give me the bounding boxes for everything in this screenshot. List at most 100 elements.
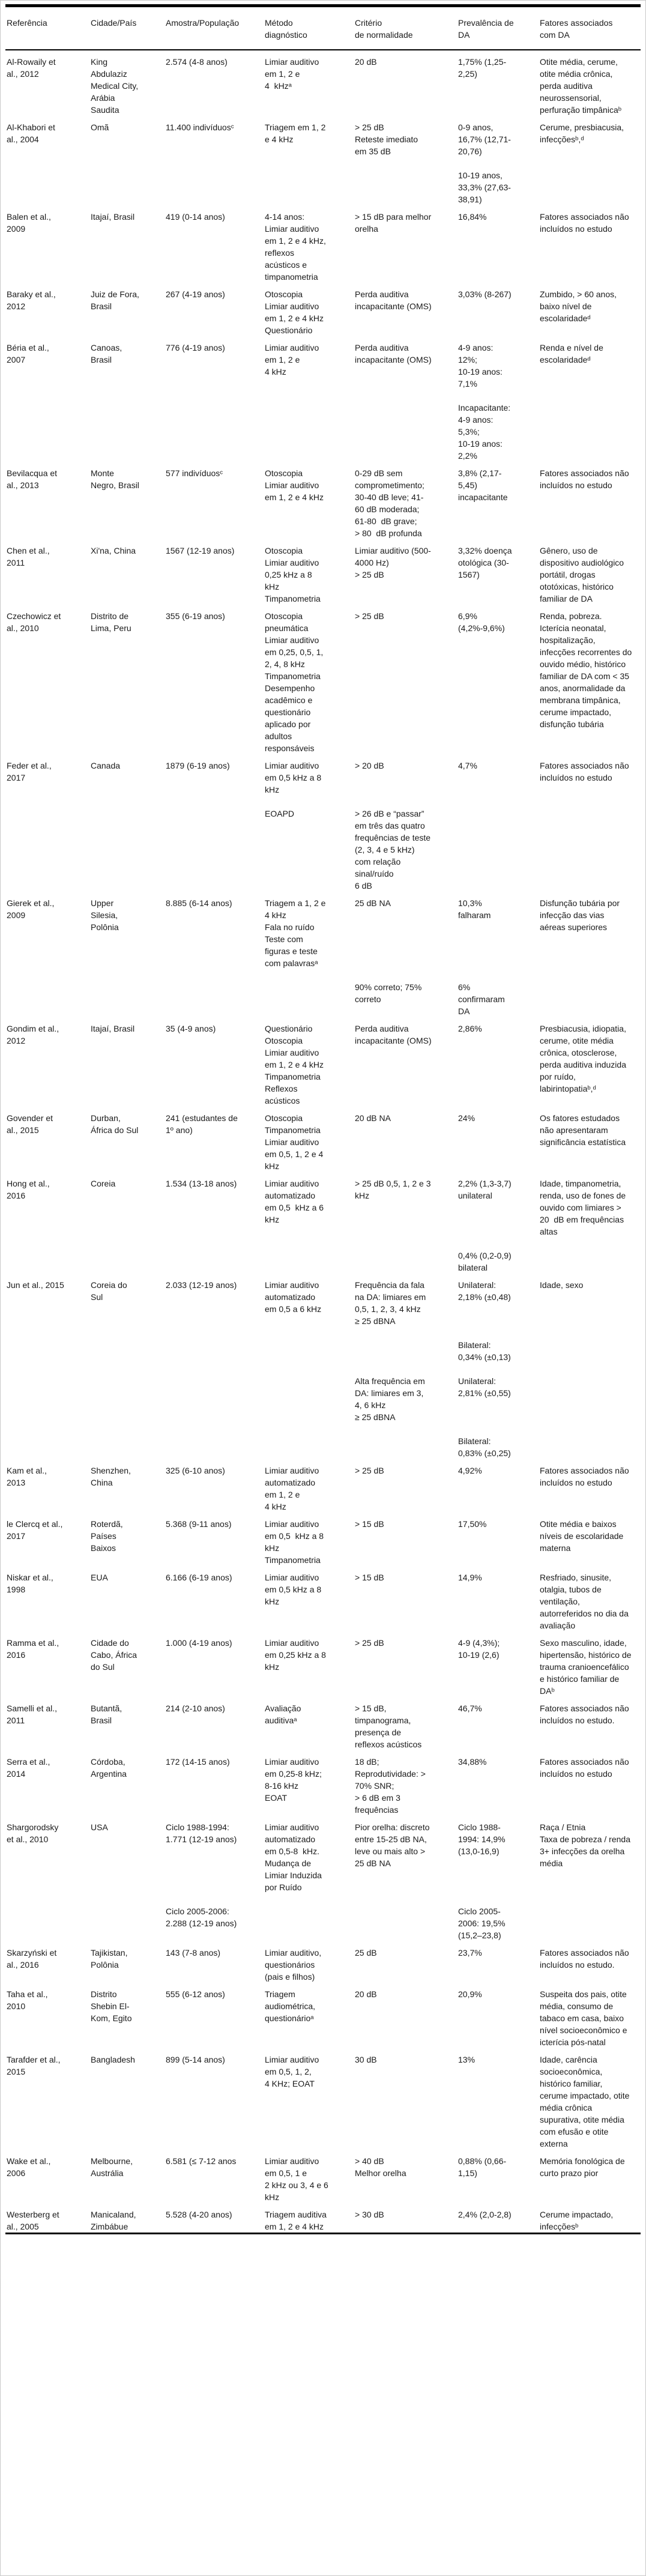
cell-sample	[165, 1327, 264, 1363]
cell-criterion: > 26 dB e “passar” em três das quatro fr…	[355, 809, 431, 890]
cell-method: Limiar auditivo em 0,5, 1 e 2 kHz ou 3, …	[265, 2156, 328, 2202]
cell-reference	[5, 1238, 89, 1274]
table-row: Samelli et al., 2011 Butantã, Brasil 214 (…	[5, 1697, 641, 1750]
cell-criterion: 25 dB	[355, 1948, 377, 1958]
table-row: Westerberg et al., 2005 Manicaland, Zimbá…	[5, 2203, 641, 2234]
cell-city_country: Itajaí, Brasil	[91, 212, 135, 222]
cell-factors: Renda, pobreza. Icterícia neonatal, hosp…	[540, 611, 632, 729]
cell-factors: Fatores associados não incluídos no estu…	[540, 1704, 629, 1725]
cell-method: Triagem auditiva em 1, 2 e 4 kHz	[265, 2210, 327, 2231]
table-row: Taha et al., 2010 Distrito Shebin El-Kom,…	[5, 1983, 641, 2048]
cell-criterion: 20 dB NA	[355, 1113, 391, 1123]
cell-method: Limiar auditivo automatizado em 0,5 kHz …	[265, 1179, 324, 1224]
cell-city_country	[89, 796, 165, 892]
cell-prevalence: 23,7%	[458, 1948, 482, 1958]
table-row: Tarafder et al., 2015 Bangladesh 899 (5-14…	[5, 2048, 641, 2150]
cell-criterion: 18 dB; Reprodutividade: > 70% SNR; > 6 d…	[355, 1757, 426, 1815]
cell-reference: Skarzyński et al., 2016	[7, 1948, 57, 1970]
cell-sample: 1567 (12-19 anos)	[166, 546, 235, 555]
cell-city_country	[89, 1893, 165, 1941]
cell-prevalence: 0,88% (0,66-1,15)	[458, 2156, 507, 2178]
cell-reference	[5, 1423, 89, 1459]
column-header-sample: Amostra/População	[165, 5, 264, 50]
cell-method: Limiar auditivo automatizado em 0,5-8 kH…	[265, 1822, 322, 1892]
column-header-factors: Fatores associados com DA	[539, 5, 641, 50]
cell-reference	[5, 1363, 89, 1423]
cell-method: Triagem audiométrica, questionárioᵃ	[265, 1989, 316, 2023]
cell-factors: Idade, sexo	[540, 1280, 584, 1290]
cell-sample: 2.574 (4-8 anos)	[166, 57, 228, 67]
table-row: Gierek et al., 2009 Upper Silesia, Polôni…	[5, 892, 641, 969]
cell-method: Limiar auditivo em 0,5 kHz a 8 kHz	[265, 761, 322, 794]
cell-criterion: Perda auditiva incapacitante (OMS)	[355, 289, 432, 311]
cell-criterion: Alta frequência em DA: limiares em 3, 4,…	[355, 1376, 425, 1422]
cell-method: Otoscopia pneumática Limiar auditivo em …	[265, 611, 324, 753]
table-row: Gondim et al., 2012 Itajaí, Brasil 35 (4-9…	[5, 1017, 641, 1107]
cell-sample: 267 (4-19 anos)	[166, 289, 225, 299]
column-header-criterion: Critério de normalidade	[354, 5, 457, 50]
cell-factors	[539, 1327, 641, 1363]
cell-city_country	[89, 1327, 165, 1363]
table-row: Chen et al., 2011 Xi'na, China 1567 (12-19…	[5, 539, 641, 605]
cell-city_country: King Abdulaziz Medical City, Arábia Saud…	[91, 57, 139, 115]
cell-criterion: > 25 dB	[355, 1466, 384, 1475]
cell-sample: 1879 (6-19 anos)	[166, 761, 230, 770]
cell-reference: Baraky et al., 2012	[7, 289, 56, 311]
cell-factors: Fatores associados não incluídos no estu…	[540, 1948, 629, 1970]
cell-criterion: 0-29 dB sem comprometimento; 30-40 dB le…	[355, 468, 424, 538]
cell-method: Limiar auditivo em 1, 2 e 4 kHz	[265, 343, 319, 376]
cell-factors: Zumbido, > 60 anos, baixo nível de escol…	[540, 289, 617, 323]
cell-sample	[165, 1423, 264, 1459]
cell-city_country: Butantã, Brasil	[91, 1704, 122, 1725]
cell-reference: Chen et al., 2011	[7, 546, 50, 567]
cell-method	[264, 1423, 354, 1459]
table-row: Baraky et al., 2012 Juiz de Fora, Brasil 2…	[5, 283, 641, 336]
cell-criterion: Frequência da fala na DA: limiares em 0,…	[355, 1280, 426, 1326]
cell-criterion: > 15 dB	[355, 1519, 384, 1529]
cell-reference: Ramma et al., 2016	[7, 1638, 59, 1660]
cell-sample: 143 (7-8 anos)	[166, 1948, 221, 1958]
table-row: Kam et al., 2013 Shenzhen, China 325 (6-10…	[5, 1459, 641, 1513]
cell-city_country: Distrito de Lima, Peru	[91, 611, 131, 633]
cell-prevalence	[457, 796, 539, 892]
cell-city_country: Cidade do Cabo, África do Sul	[91, 1638, 137, 1672]
cell-criterion: 90% correto; 75% correto	[355, 982, 422, 1004]
cell-factors	[539, 1423, 641, 1459]
cell-city_country: Melbourne, Austrália	[91, 2156, 133, 2178]
table-row: Al-Khabori et al., 2004 Omã 11.400 indivíd…	[5, 116, 641, 205]
cell-reference	[5, 796, 89, 892]
cell-city_country: Canoas, Brasil	[91, 343, 122, 364]
cell-method: Questionário Otoscopia Limiar auditivo e…	[265, 1024, 324, 1105]
cell-city_country: EUA	[91, 1573, 108, 1582]
cell-prevalence: 2,2% (1,3-3,7) unilateral	[458, 1179, 512, 1200]
cell-prevalence: Bilateral: 0,34% (±0,13)	[458, 1340, 511, 1362]
cell-sample: 776 (4-19 anos)	[166, 343, 225, 352]
cell-prevalence: 3,03% (8-267)	[458, 289, 512, 299]
table-body: Al-Rowaily et al., 2012 King Abdulaziz Me…	[5, 50, 641, 2234]
cell-sample: 325 (6-10 anos)	[166, 1466, 225, 1475]
cell-method: Triagem a 1, 2 e 4 kHz Fala no ruído Tes…	[265, 898, 326, 968]
table-row: Balen et al., 2009 Itajaí, Brasil 419 (0-1…	[5, 205, 641, 283]
cell-sample: 355 (6-19 anos)	[166, 611, 225, 621]
cell-city_country	[89, 969, 165, 1017]
cell-criterion: Pior orelha: discreto entre 15-25 dB NA,…	[355, 1822, 430, 1868]
cell-criterion: > 25 dB Reteste imediato em 35 dB	[355, 122, 418, 156]
cell-criterion	[354, 1423, 457, 1459]
cell-sample: 6.166 (6-19 anos)	[166, 1573, 232, 1582]
cell-prevalence: 4-9 (4,3%); 10-19 (2,6)	[458, 1638, 500, 1660]
cell-factors: Disfunção tubária por infecção das vias …	[540, 898, 620, 932]
cell-criterion: Perda auditiva incapacitante (OMS)	[355, 1024, 432, 1045]
table-row: Alta frequência em DA: limiares em 3, 4,…	[5, 1363, 641, 1423]
cell-prevalence: 2,4% (2,0-2,8)	[458, 2210, 512, 2219]
cell-method	[264, 1238, 354, 1274]
cell-method: Otoscopia Timpanometria Limiar auditivo …	[265, 1113, 324, 1171]
cell-city_country: Monte Negro, Brasil	[91, 468, 139, 490]
cell-reference	[5, 1327, 89, 1363]
cell-reference: Samelli et al., 2011	[7, 1704, 58, 1725]
cell-factors: Fatores associados não incluídos no estu…	[540, 212, 629, 234]
cell-factors: Sexo masculino, idade, hipertensão, hist…	[540, 1638, 632, 1696]
table-row: Jun et al., 2015 Coreia do Sul 2.033 (12-1…	[5, 1274, 641, 1327]
table-row: Bilateral: 0,83% (±0,25)	[5, 1423, 641, 1459]
cell-factors: Suspeita dos pais, otite média, consumo …	[540, 1989, 627, 2047]
cell-prevalence: 34,88%	[458, 1757, 487, 1767]
